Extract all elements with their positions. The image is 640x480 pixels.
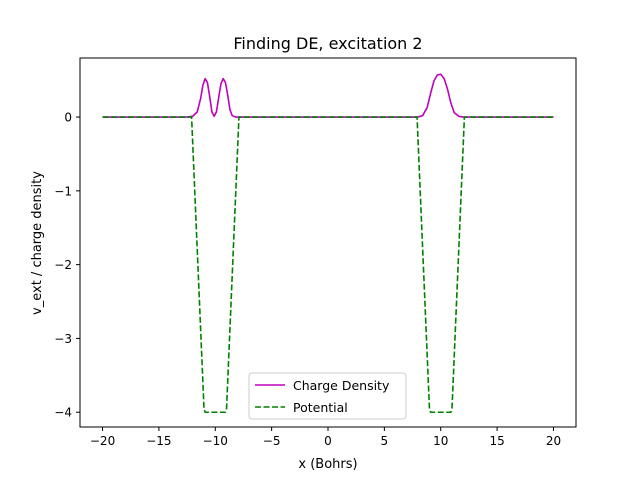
- y-axis-label: v_ext / charge density: [30, 171, 45, 315]
- y-tick-label: −1: [54, 184, 72, 198]
- legend: Charge Density Potential: [248, 372, 407, 420]
- x-tick-label: 10: [433, 434, 448, 448]
- y-tick-label: −4: [54, 406, 72, 420]
- x-tick-label: 15: [489, 434, 504, 448]
- series-lines: [102, 73, 554, 414]
- legend-box: [248, 372, 407, 420]
- legend-label-potential: Potential: [293, 400, 348, 415]
- x-tick-label: 20: [546, 434, 561, 448]
- y-tick-label: −3: [54, 332, 72, 346]
- x-axis-ticks: −20 −15 −10 −5 0 5 10 15 20: [90, 427, 561, 448]
- legend-label-charge-density: Charge Density: [293, 378, 390, 393]
- x-tick-label: 5: [381, 434, 389, 448]
- series-line-charge-density: [102, 73, 554, 118]
- x-tick-label: −5: [263, 434, 281, 448]
- x-tick-label: −20: [90, 434, 115, 448]
- x-tick-label: −15: [146, 434, 171, 448]
- x-tick-label: −10: [203, 434, 228, 448]
- y-axis-ticks: 0 −1 −2 −3 −4: [54, 111, 80, 420]
- y-tick-label: −2: [54, 258, 72, 272]
- y-tick-label: 0: [64, 111, 72, 125]
- chart-title: Finding DE, excitation 2: [233, 34, 422, 53]
- x-tick-label: 0: [324, 434, 332, 448]
- x-axis-label: x (Bohrs): [298, 457, 357, 472]
